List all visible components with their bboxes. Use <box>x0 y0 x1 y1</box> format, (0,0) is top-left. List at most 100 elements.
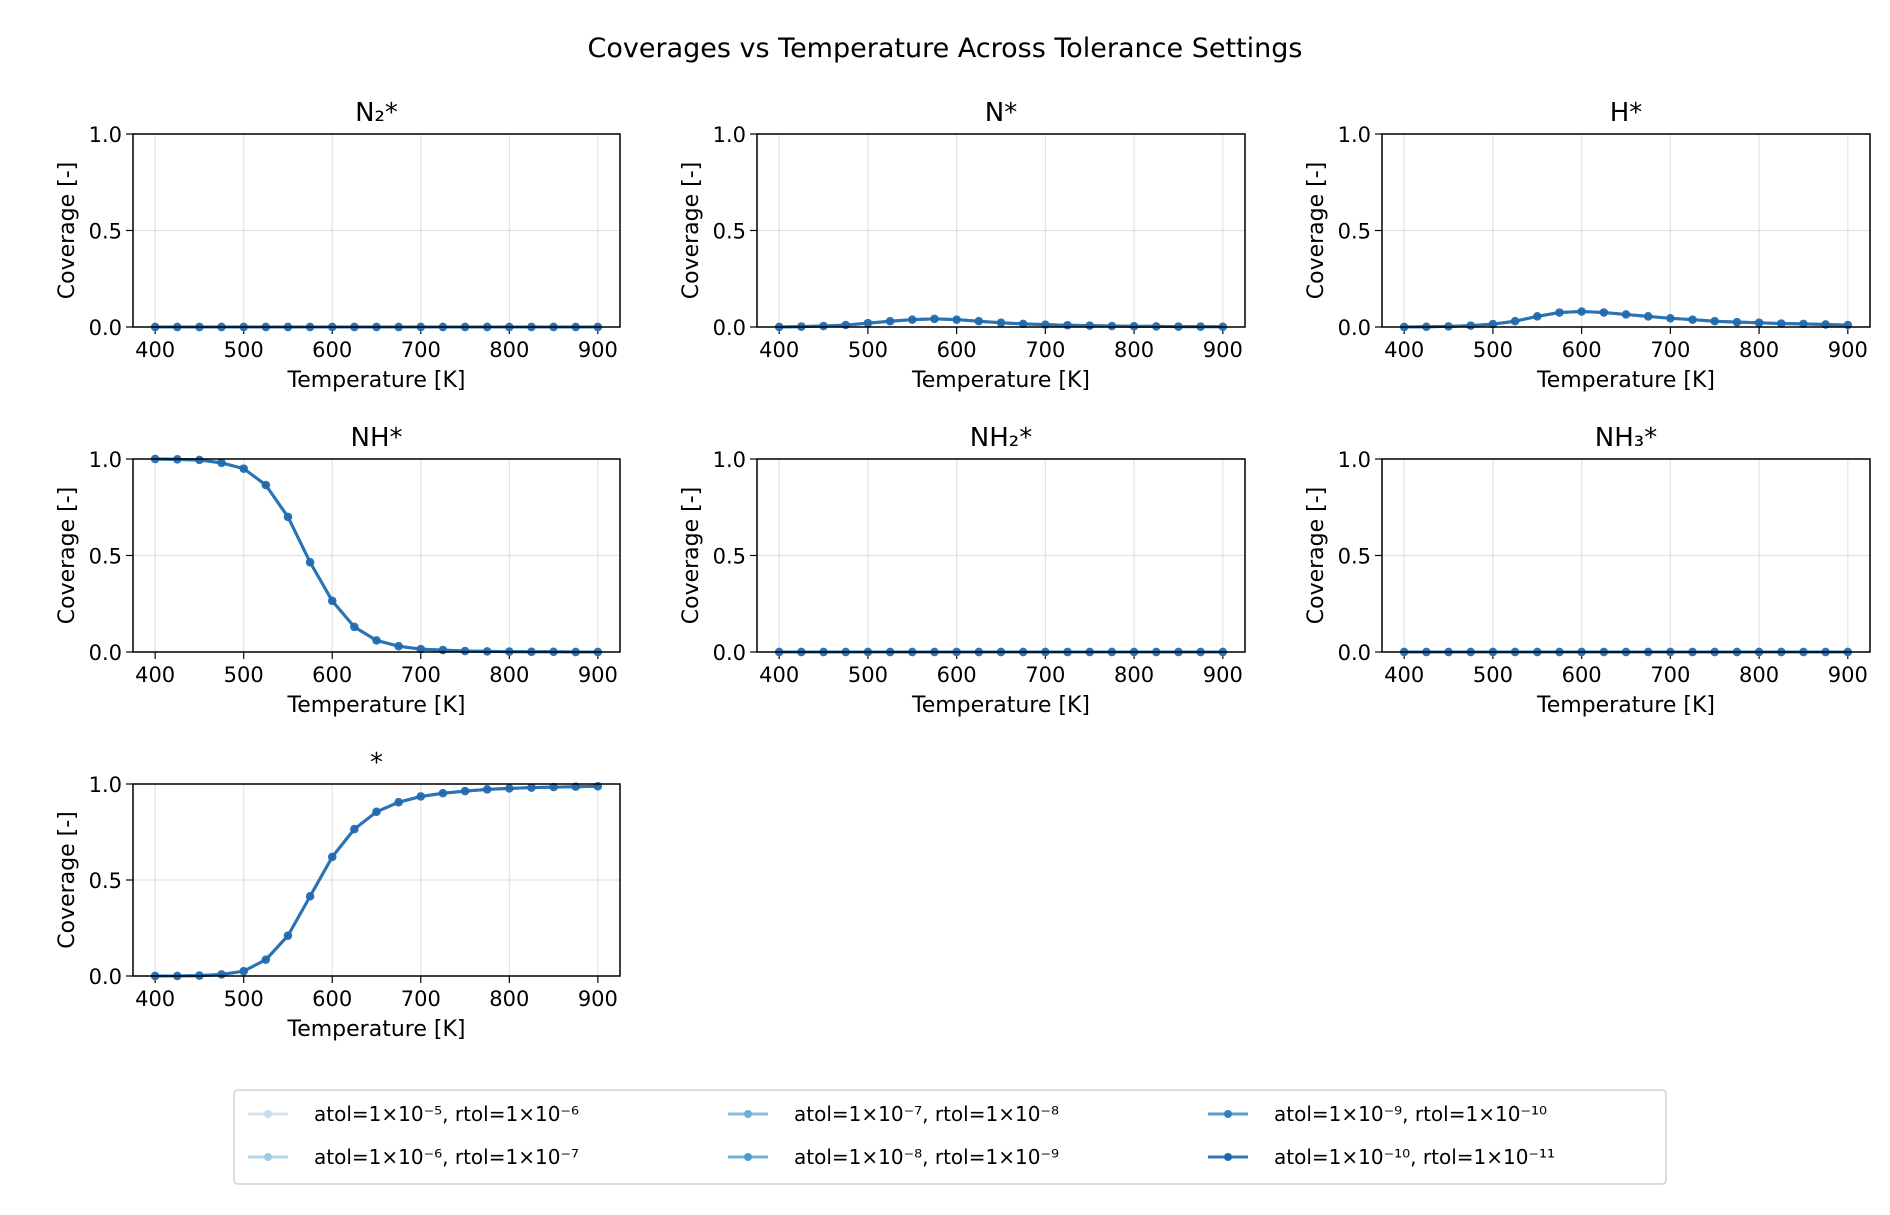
data-point <box>195 455 204 465</box>
x-tick-label: 700 <box>401 663 441 687</box>
figure-title: Coverages vs Temperature Across Toleranc… <box>588 33 1303 64</box>
x-axis-label: Temperature [K] <box>287 368 466 393</box>
y-axis-label: Coverage [-] <box>679 162 704 300</box>
x-tick-label: 600 <box>312 987 352 1011</box>
x-tick-label: 500 <box>224 987 264 1011</box>
x-tick-label: 800 <box>1114 338 1154 362</box>
data-point <box>261 480 271 490</box>
y-tick-label: 0.0 <box>713 641 746 665</box>
y-tick-label: 0.5 <box>89 869 122 893</box>
subplot-title: NH* <box>351 423 403 453</box>
axes-frame <box>756 458 1246 653</box>
x-tick-label: 900 <box>1828 338 1868 362</box>
x-tick-label: 600 <box>937 338 977 362</box>
axes-frame <box>756 133 1246 328</box>
data-point <box>819 321 828 331</box>
x-tick-label: 700 <box>401 338 441 362</box>
data-point <box>416 792 425 801</box>
y-tick-label: 0.0 <box>713 316 746 340</box>
data-point <box>996 318 1006 327</box>
subplot-2: 400 500 600 700 800 900 0.0 0.5 1.0 H* Temperature… <box>1304 98 1871 393</box>
x-tick-label: 500 <box>848 663 888 687</box>
y-tick-label: 1.0 <box>89 773 122 797</box>
data-point <box>527 783 536 792</box>
subplot-1: 400 500 600 700 800 900 0.0 0.5 1.0 N* Temperature… <box>679 98 1246 393</box>
data-point <box>372 636 381 645</box>
data-point <box>1018 319 1028 329</box>
x-tick-label: 800 <box>1739 663 1779 687</box>
y-tick-label: 0.0 <box>89 641 122 665</box>
data-point <box>974 317 984 326</box>
x-axis-label: Temperature [K] <box>1536 368 1715 393</box>
x-tick-label: 500 <box>224 338 264 362</box>
y-tick-label: 0.0 <box>89 965 122 989</box>
data-point <box>460 786 470 796</box>
data-point <box>863 318 873 328</box>
legend-item: atol=1×10⁻¹⁰, rtol=1×10⁻¹¹ <box>1208 1145 1555 1169</box>
legend-marker-icon <box>744 1110 752 1118</box>
y-tick-label: 1.0 <box>1338 123 1371 147</box>
x-tick-label: 800 <box>1114 663 1154 687</box>
x-tick-label: 400 <box>1384 663 1424 687</box>
data-point <box>1666 314 1675 323</box>
data-point <box>841 320 850 330</box>
subplot-4: 400 500 600 700 800 900 0.0 0.5 1.0 NH₂* Temperatu… <box>679 423 1246 718</box>
data-point <box>438 645 448 655</box>
y-tick-label: 0.5 <box>1338 220 1371 244</box>
x-tick-label: 700 <box>401 987 441 1011</box>
x-tick-label: 800 <box>489 338 529 362</box>
data-point <box>261 955 271 964</box>
y-tick-label: 1.0 <box>713 123 746 147</box>
data-point <box>1599 308 1609 317</box>
x-tick-label: 600 <box>937 663 977 687</box>
legend-item: atol=1×10⁻⁶, rtol=1×10⁻⁷ <box>248 1145 579 1169</box>
legend-marker-icon <box>264 1153 272 1161</box>
axes-frame <box>132 133 621 328</box>
legend-box <box>233 1089 1667 1185</box>
data-point <box>438 789 448 798</box>
data-point <box>1732 317 1742 327</box>
data-point <box>885 317 895 326</box>
x-tick-label: 800 <box>1739 338 1779 362</box>
data-point <box>1107 321 1117 331</box>
data-point <box>482 785 492 794</box>
subplot-title: N₂* <box>355 98 398 128</box>
data-point <box>1754 318 1764 327</box>
legend: atol=1×10⁻⁵, rtol=1×10⁻⁶ atol=1×10⁻⁶, rto… <box>233 1089 1667 1185</box>
data-point <box>930 314 939 324</box>
y-axis-label: Coverage [-] <box>55 487 80 625</box>
y-tick-label: 0.5 <box>713 220 746 244</box>
data-point <box>1777 319 1786 328</box>
data-point <box>1063 321 1072 330</box>
y-tick-label: 0.5 <box>89 220 122 244</box>
data-point <box>1555 308 1564 317</box>
subplot-title: * <box>370 748 383 778</box>
legend-marker-icon <box>744 1153 752 1161</box>
data-point <box>952 315 961 324</box>
legend-marker-icon <box>1224 1110 1232 1118</box>
data-point <box>1577 307 1586 316</box>
subplot-title: NH₃* <box>1595 423 1657 453</box>
axes-frame <box>132 458 621 653</box>
y-tick-label: 0.0 <box>1338 641 1371 665</box>
x-tick-label: 900 <box>578 338 618 362</box>
y-tick-label: 1.0 <box>89 123 122 147</box>
y-tick-label: 0.5 <box>1338 545 1371 569</box>
y-tick-label: 1.0 <box>89 448 122 472</box>
y-axis-label: Coverage [-] <box>1304 162 1329 300</box>
subplot-6: 400 500 600 700 800 900 0.0 0.5 1.0 * Temperature … <box>55 748 621 1042</box>
x-tick-label: 900 <box>1203 338 1243 362</box>
x-axis-label: Temperature [K] <box>1536 693 1715 718</box>
x-tick-label: 700 <box>1650 663 1690 687</box>
data-point <box>372 807 381 817</box>
x-tick-label: 900 <box>578 663 618 687</box>
x-tick-label: 600 <box>312 338 352 362</box>
legend-label: atol=1×10⁻⁵, rtol=1×10⁻⁶ <box>314 1102 579 1126</box>
x-tick-label: 800 <box>489 987 529 1011</box>
data-point <box>239 967 248 976</box>
x-tick-label: 700 <box>1650 338 1690 362</box>
data-point <box>283 512 293 522</box>
x-tick-label: 600 <box>1562 338 1602 362</box>
data-point <box>1488 319 1498 329</box>
subplot-title: NH₂* <box>970 423 1032 453</box>
